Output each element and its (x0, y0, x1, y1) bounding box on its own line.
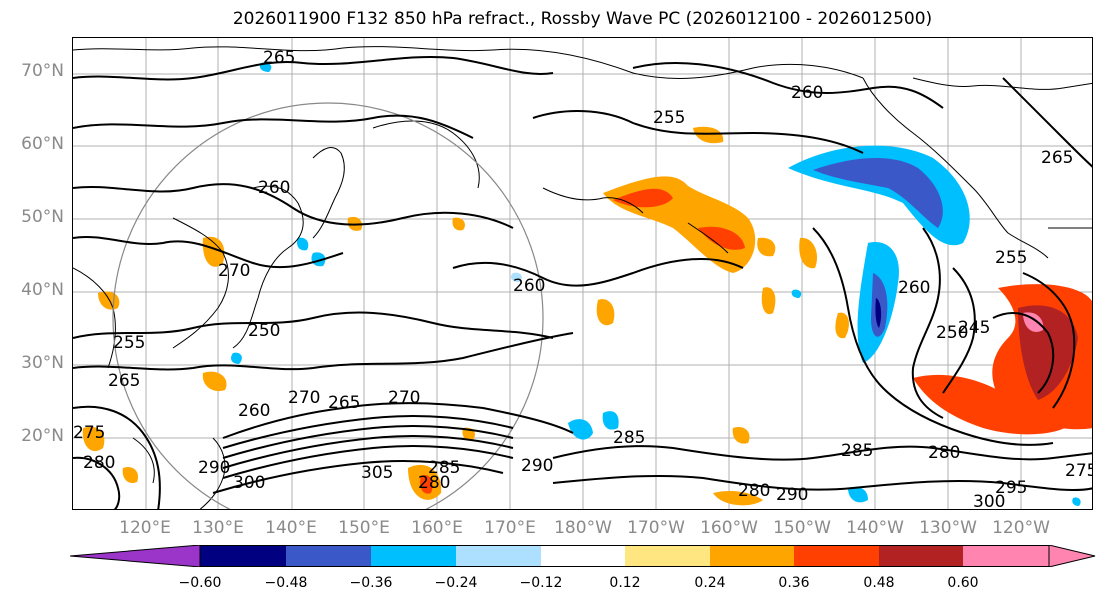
lon-label: 160°E (411, 518, 463, 538)
contour-label: 290 (776, 485, 808, 505)
map-panel[interactable]: 265 260 255 265 260 255 250 245 250 255 … (72, 37, 1093, 510)
colorbar (70, 545, 1096, 567)
contour-label: 265 (328, 393, 360, 413)
contour-label: 245 (958, 318, 990, 338)
contour-label: 280 (83, 453, 115, 473)
lon-label: 140°W (846, 518, 904, 538)
colorbar-extend-min (70, 545, 201, 567)
contour-label: 265 (1041, 148, 1073, 168)
contour-label: 285 (428, 458, 460, 478)
lon-label: 140°E (265, 518, 317, 538)
colorbar-tick: −0.36 (349, 575, 393, 591)
contour-label: 250 (936, 323, 968, 343)
contour-label: 270 (388, 388, 420, 408)
colorbar-swatch (963, 545, 1049, 567)
colorbar-swatch (286, 545, 371, 567)
lon-label: 180°W (554, 518, 612, 538)
shading-negative (231, 62, 1081, 506)
colorbar-tick: −0.24 (434, 575, 478, 591)
colorbar-swatch (879, 545, 963, 567)
contour-label: 260 (258, 178, 290, 198)
map-canvas: 265 260 255 265 260 255 250 245 250 255 … (73, 38, 1093, 510)
colorbar-tick: 0.60 (947, 575, 979, 591)
colorbar-swatch (625, 545, 710, 567)
lon-label: 120°E (119, 518, 171, 538)
contour-label: 300 (973, 492, 1005, 510)
colorbar-swatch (541, 545, 625, 567)
contour-label: 280 (738, 481, 770, 501)
contour-label: 285 (613, 428, 645, 448)
colorbar-tick: −0.48 (264, 575, 308, 591)
colorbar-tick: 0.12 (609, 575, 641, 591)
contour-label: 275 (73, 423, 105, 443)
contour-label: 270 (218, 261, 250, 281)
colorbar-tick: 0.24 (694, 575, 726, 591)
shading-positive (82, 126, 1092, 506)
contour-label: 255 (113, 333, 145, 353)
reference-circle (112, 102, 544, 509)
contour-label: 260 (791, 83, 823, 103)
lon-label: 120°W (992, 518, 1050, 538)
colorbar-swatch (794, 545, 879, 567)
lon-label: 150°W (773, 518, 831, 538)
lon-label: 130°W (919, 518, 977, 538)
lon-label: 170°E (484, 518, 536, 538)
contour-label: 275 (1065, 461, 1093, 481)
lat-label: 60°N (21, 134, 64, 154)
contour-label: 295 (995, 478, 1027, 498)
contour-label: 290 (198, 458, 230, 478)
colorbar-swatch (200, 545, 286, 567)
colorbar-tick: 0.48 (863, 575, 895, 591)
contour-label: 255 (995, 248, 1027, 268)
contour-label: 255 (653, 108, 685, 128)
contour-label: 250 (248, 321, 280, 341)
contour-label: 280 (928, 443, 960, 463)
contour-label: 260 (238, 401, 270, 421)
lon-label: 150°E (338, 518, 390, 538)
contour-label: 305 (361, 463, 393, 483)
lat-label: 50°N (21, 207, 64, 227)
colorbar-tick: −0.60 (178, 575, 222, 591)
lat-label: 70°N (21, 61, 64, 81)
contour-label: 265 (263, 48, 295, 68)
contour-label: 260 (513, 276, 545, 296)
contour-label: 260 (898, 278, 930, 298)
lon-label: 170°W (627, 518, 685, 538)
lon-label: 130°E (192, 518, 244, 538)
colorbar-tick: 0.36 (778, 575, 810, 591)
lat-label: 20°N (21, 426, 64, 446)
contour-label: 285 (841, 441, 873, 461)
map-title: 2026011900 F132 850 hPa refract., Rossby… (232, 9, 933, 29)
lat-label: 40°N (21, 280, 64, 300)
colorbar-extend-max (1048, 545, 1096, 567)
contour-label: 280 (418, 473, 450, 493)
coastlines (73, 46, 1092, 509)
colorbar-swatch (710, 545, 794, 567)
contour-label: 300 (233, 473, 265, 493)
lon-label: 160°W (700, 518, 758, 538)
contour-labels: 265 260 255 265 260 255 250 245 250 255 … (73, 48, 1093, 510)
colorbar-swatch (456, 545, 541, 567)
colorbar-swatch (371, 545, 456, 567)
lat-label: 30°N (21, 353, 64, 373)
contour-label: 290 (521, 456, 553, 476)
contour-label: 265 (108, 371, 140, 391)
colorbar-tick: −0.12 (519, 575, 563, 591)
contour-label: 270 (288, 388, 320, 408)
contours (73, 55, 1092, 509)
